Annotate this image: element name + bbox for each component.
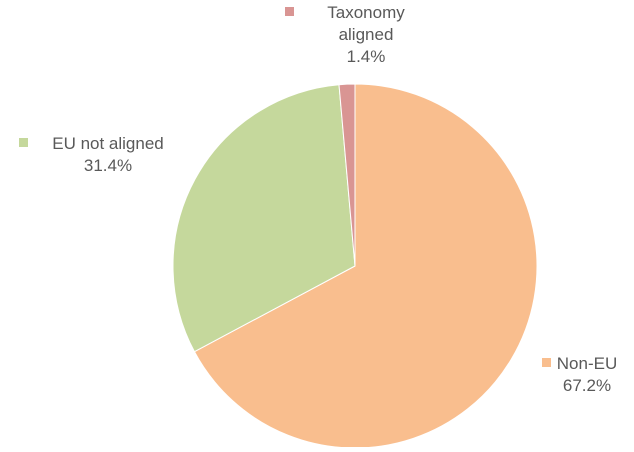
legend-marker — [285, 7, 294, 16]
slice-label-text: EU not aligned — [52, 134, 164, 153]
legend-marker — [19, 138, 28, 147]
legend-marker — [542, 358, 551, 367]
data-label-eu-not-aligned: EU not aligned 31.4% — [19, 134, 164, 175]
pie-slice-taxonomy-aligned — [338, 83, 356, 267]
slice-value-label: 1.4% — [347, 47, 386, 66]
slice-value-label: 67.2% — [563, 376, 611, 395]
slice-label-text: Taxonomy — [327, 3, 405, 22]
slice-value-label: 31.4% — [84, 156, 132, 175]
pie-slice-non-eu — [193, 83, 538, 449]
data-label-taxonomy-aligned: Taxonomy aligned 1.4% — [285, 3, 405, 66]
slice-label-text: aligned — [339, 25, 394, 44]
slice-label-text: Non-EU — [557, 354, 617, 373]
pie-slices — [172, 83, 538, 449]
pie-labels: Non-EU 67.2% EU not aligned 31.4% Taxonomy al… — [19, 3, 617, 395]
data-label-non-eu: Non-EU 67.2% — [542, 354, 617, 395]
pie-slice-eu-not-aligned — [172, 84, 356, 353]
